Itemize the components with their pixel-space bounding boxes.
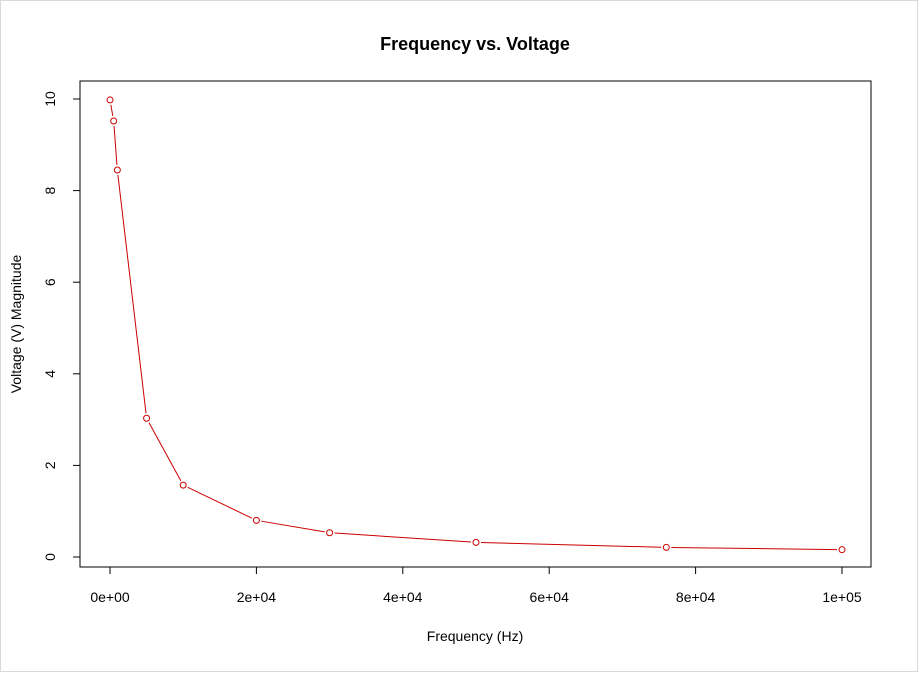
series-line-segment bbox=[261, 520, 325, 533]
series-layer bbox=[106, 96, 846, 554]
data-point bbox=[472, 538, 480, 546]
data-point bbox=[252, 516, 260, 524]
y-tick-label: 6 bbox=[42, 278, 58, 286]
y-axis-label: Voltage (V) Magnitude bbox=[8, 255, 24, 394]
y-tick-label: 8 bbox=[42, 186, 58, 194]
plot-box bbox=[79, 80, 872, 568]
x-axis: 0e+00 2e+04 4e+04 6e+04 8e+04 1e+05 bbox=[90, 566, 862, 605]
series-line-segment bbox=[148, 422, 182, 481]
data-point bbox=[143, 414, 151, 422]
x-tick-label: 1e+05 bbox=[822, 589, 862, 605]
x-tick-label: 4e+04 bbox=[383, 589, 423, 605]
y-tick-label: 4 bbox=[42, 370, 58, 378]
series-line-segment bbox=[117, 174, 147, 414]
x-axis-label: Frequency (Hz) bbox=[427, 628, 523, 644]
y-tick-label: 0 bbox=[42, 553, 58, 561]
series-line-segment bbox=[334, 532, 472, 543]
data-point bbox=[106, 96, 114, 104]
x-tick-label: 8e+04 bbox=[676, 589, 716, 605]
data-point bbox=[326, 529, 334, 537]
x-tick-label: 0e+00 bbox=[90, 589, 130, 605]
series-line-segment bbox=[671, 546, 838, 551]
data-point bbox=[662, 543, 670, 551]
y-tick-label: 10 bbox=[42, 91, 58, 107]
series-line-segment bbox=[480, 541, 662, 548]
x-tick-label: 2e+04 bbox=[237, 589, 277, 605]
data-point bbox=[179, 481, 187, 489]
series-line-segment bbox=[110, 104, 114, 117]
y-tick-label: 2 bbox=[42, 461, 58, 469]
chart-title: Frequency vs. Voltage bbox=[380, 34, 570, 54]
x-tick-label: 6e+04 bbox=[530, 589, 570, 605]
data-point bbox=[113, 166, 121, 174]
series-line-segment bbox=[187, 486, 253, 519]
data-point bbox=[110, 117, 118, 125]
y-axis: 0 2 4 6 8 10 bbox=[42, 91, 81, 561]
series-line-segment bbox=[113, 125, 118, 166]
data-point bbox=[838, 546, 846, 554]
